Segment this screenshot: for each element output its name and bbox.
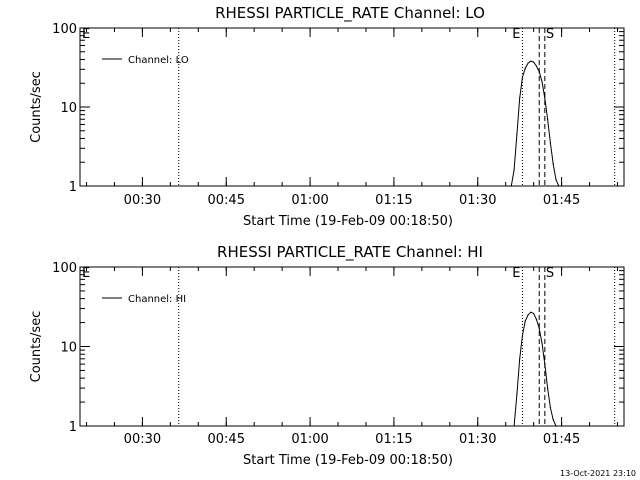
data-point xyxy=(521,76,524,78)
data-point xyxy=(519,358,521,360)
data-point xyxy=(513,425,515,427)
chart-panel-hi: RHESSI PARTICLE_RATE Channel: HI 1 10 100 00… xyxy=(29,243,625,468)
legend-label: Channel: HI xyxy=(128,294,186,305)
timestamp: 13-Oct-2021 23:10 xyxy=(560,469,636,478)
corner-label: E xyxy=(82,266,90,281)
series-line xyxy=(510,60,560,187)
x-axis-label: Start Time (19-Feb-09 00:18:50) xyxy=(243,453,453,468)
data-point xyxy=(510,185,512,187)
data-point xyxy=(519,97,521,99)
plot-frame xyxy=(79,27,625,187)
data-point xyxy=(541,342,543,344)
data-point xyxy=(541,80,543,83)
x-tick-label: 01:30 xyxy=(459,432,496,447)
chart-title: RHESSI PARTICLE_RATE Channel: HI xyxy=(217,243,483,262)
data-point xyxy=(538,327,540,329)
data-point xyxy=(516,133,518,135)
data-point xyxy=(558,185,560,187)
y-tick-label: 1 xyxy=(69,420,77,435)
x-tick-label: 01:00 xyxy=(291,432,328,447)
data-point xyxy=(533,61,535,63)
data-point xyxy=(521,334,524,336)
data-point xyxy=(544,363,546,365)
marker-label: E xyxy=(512,27,520,42)
data-point xyxy=(530,60,532,62)
x-tick-label: 01:15 xyxy=(375,193,412,208)
y-tick-label: 100 xyxy=(52,22,77,37)
y-axis-label: Counts/sec xyxy=(29,71,44,143)
x-tick-label: 00:45 xyxy=(208,193,245,208)
x-axis-label: Start Time (19-Feb-09 00:18:50) xyxy=(243,214,453,229)
data-point xyxy=(527,314,529,316)
data-point xyxy=(555,425,557,427)
legend-label: Channel: LO xyxy=(128,55,189,66)
marker-label: E xyxy=(512,266,520,281)
data-point xyxy=(535,65,538,67)
data-point xyxy=(547,118,549,120)
y-tick-label: 10 xyxy=(60,101,77,116)
marker-label: S xyxy=(546,266,554,281)
chart-title: RHESSI PARTICLE_RATE Channel: LO xyxy=(215,4,485,23)
y-tick-label: 100 xyxy=(52,261,77,276)
y-tick-label: 1 xyxy=(69,180,77,195)
y-axis-label: Counts/sec xyxy=(29,311,44,383)
data-point xyxy=(549,142,552,144)
x-tick-label: 01:30 xyxy=(459,193,496,208)
data-point xyxy=(555,179,557,181)
data-point xyxy=(530,311,532,313)
data-point xyxy=(533,312,535,315)
data-point xyxy=(552,419,554,421)
data-point xyxy=(552,163,554,165)
data-point xyxy=(524,320,526,322)
data-point xyxy=(535,318,538,320)
data-point xyxy=(513,169,515,171)
marker-label: S xyxy=(546,27,554,42)
x-tick-label: 01:45 xyxy=(543,432,580,447)
x-tick-label: 01:00 xyxy=(291,193,328,208)
data-point xyxy=(527,62,529,64)
data-point xyxy=(547,387,549,389)
x-tick-label: 00:45 xyxy=(208,432,245,447)
series-line xyxy=(513,311,557,427)
data-point xyxy=(538,71,540,73)
data-point xyxy=(524,67,526,69)
x-tick-label: 00:30 xyxy=(124,193,161,208)
x-tick-label: 00:30 xyxy=(124,432,161,447)
x-tick-label: 01:15 xyxy=(375,432,412,447)
corner-label: E xyxy=(82,27,90,42)
y-tick-label: 10 xyxy=(60,341,77,356)
data-point xyxy=(544,97,546,99)
data-point xyxy=(549,407,552,409)
chart-panel-lo: RHESSI PARTICLE_RATE Channel: LO 1 10 100 00… xyxy=(29,4,625,229)
x-tick-label: 01:45 xyxy=(543,193,580,208)
data-point xyxy=(516,393,518,395)
